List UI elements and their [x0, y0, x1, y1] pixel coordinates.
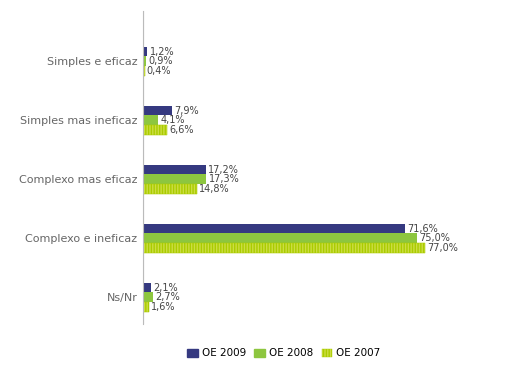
Bar [143, 233, 417, 243]
Bar [143, 184, 197, 194]
Text: 75,0%: 75,0% [420, 233, 451, 243]
Legend: OE 2009, OE 2008, OE 2007: OE 2009, OE 2008, OE 2007 [183, 344, 385, 362]
Bar [143, 165, 206, 174]
Bar [143, 224, 405, 233]
Text: 71,6%: 71,6% [407, 224, 438, 234]
Text: 17,3%: 17,3% [208, 174, 239, 184]
Text: 0,9%: 0,9% [149, 56, 173, 66]
Text: 2,1%: 2,1% [153, 283, 178, 293]
Bar [143, 243, 425, 253]
Text: 77,0%: 77,0% [427, 243, 458, 253]
Bar [143, 302, 149, 312]
Bar [143, 66, 145, 76]
Bar [143, 66, 145, 76]
Text: 1,6%: 1,6% [151, 302, 176, 312]
Bar [143, 174, 206, 184]
Text: 1,2%: 1,2% [150, 47, 174, 57]
Text: 7,9%: 7,9% [174, 106, 199, 116]
Bar [143, 243, 425, 253]
Bar [143, 184, 197, 194]
Bar [143, 293, 153, 302]
Bar [143, 116, 158, 125]
Text: 14,8%: 14,8% [199, 184, 230, 194]
Bar [143, 57, 146, 66]
Bar [143, 302, 149, 312]
Bar [143, 47, 148, 57]
Text: 4,1%: 4,1% [160, 115, 185, 125]
Text: 6,6%: 6,6% [170, 125, 194, 135]
Bar [143, 283, 151, 293]
Bar [143, 125, 167, 135]
Bar [143, 125, 167, 135]
Text: 2,7%: 2,7% [155, 292, 180, 302]
Bar [143, 106, 172, 116]
Text: 17,2%: 17,2% [208, 164, 239, 174]
Text: 0,4%: 0,4% [147, 66, 171, 76]
